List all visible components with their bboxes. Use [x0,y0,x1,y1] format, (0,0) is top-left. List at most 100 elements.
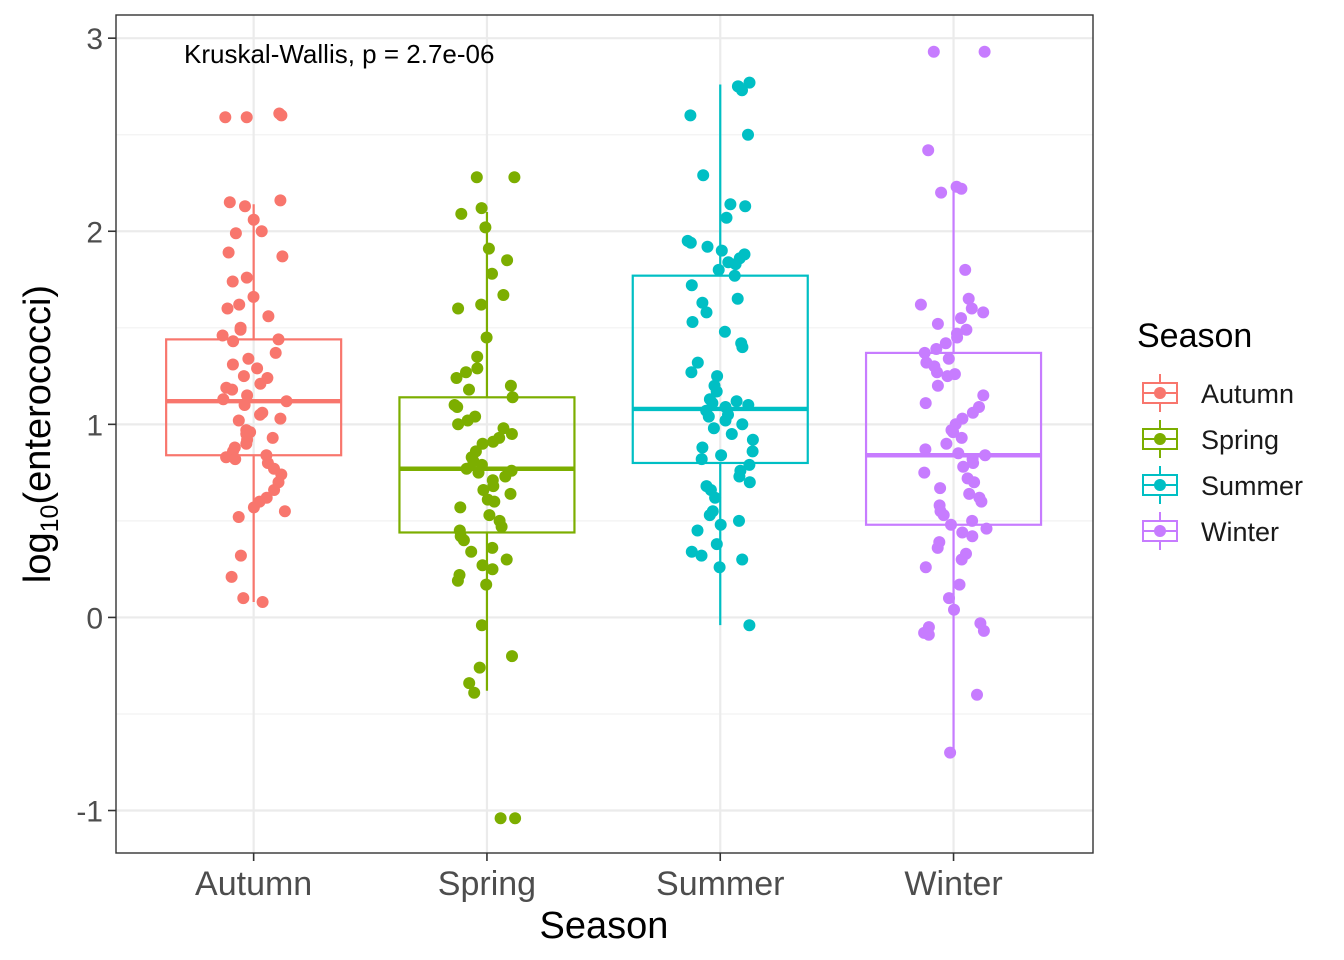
legend-title: Season [1137,317,1252,355]
data-point [945,518,957,531]
data-point [931,317,944,330]
data-point [980,522,993,535]
data-point [931,366,943,379]
data-point [233,298,246,311]
data-point [939,337,952,350]
data-point [948,603,960,616]
data-point [953,578,966,591]
data-point [746,445,759,458]
data-point [227,335,240,348]
data-point [937,509,950,522]
legend-key-summer [1142,466,1178,504]
data-point [685,366,698,379]
data-point [729,258,742,271]
data-point [975,495,988,508]
legend-label-summer: Summer [1201,471,1303,501]
data-point [718,325,731,338]
legend-key-autumn [1142,374,1178,412]
data-point [272,333,285,346]
y-tick-label: 0 [86,602,103,635]
data-point [919,443,932,456]
data-point [979,449,992,462]
data-point [455,207,468,220]
data-point [460,366,472,379]
points-winter [914,45,993,759]
legend-key-point [1154,387,1166,399]
data-point [922,628,935,641]
data-point [240,437,253,450]
data-point [480,578,493,591]
data-point [971,688,983,701]
data-point [254,377,267,390]
data-point [697,169,710,182]
data-point [919,397,932,410]
data-point [743,76,756,89]
data-point [742,399,755,411]
data-point [968,476,981,489]
data-point [720,211,733,224]
data-point [486,563,499,576]
box-spring [398,211,576,691]
data-point [931,541,944,554]
data-point [473,661,486,674]
data-point [229,227,242,240]
data-point [696,441,709,454]
data-point [952,447,965,460]
data-point [710,538,723,551]
data-point [471,362,484,375]
data-point [234,549,247,562]
data-point [488,495,501,508]
data-point [463,383,475,396]
x-tick-label: Autumn [195,865,312,903]
points-autumn [216,107,293,608]
data-point [217,393,230,406]
data-point [700,306,713,319]
data-point [715,449,728,462]
y-tick-label: -1 [76,796,103,829]
data-point [959,263,972,276]
data-point [475,619,488,632]
data-point [475,298,488,311]
data-point [452,302,465,315]
data-point [465,545,478,558]
data-point [942,352,955,365]
data-point [241,389,254,402]
data-point [733,470,746,483]
data-point [686,316,699,328]
y-axis: -1 0 1 2 3 [76,23,116,829]
legend-key-point [1154,433,1166,445]
data-point [506,391,519,404]
data-point [922,144,935,157]
data-point [274,194,287,207]
data-point [221,302,234,315]
data-point [475,202,488,215]
data-point [739,200,752,213]
data-point [934,482,947,495]
x-tick-label: Spring [438,865,536,903]
data-point [685,279,698,292]
data-point [684,236,697,249]
panel-background [116,15,1093,853]
box-iqr [398,396,576,534]
points-spring [448,171,522,825]
data-point [268,484,281,496]
data-point [506,650,518,663]
data-point [702,410,715,423]
data-point [696,296,709,309]
x-axis: Autumn Spring Summer Winter [195,853,1003,903]
data-point [226,358,239,371]
data-point [691,356,704,369]
data-point [918,466,931,479]
data-point [695,453,708,466]
data-point [468,686,481,699]
data-point [451,401,464,413]
data-point [955,553,968,566]
data-point [247,213,260,226]
legend-label-autumn: Autumn [1201,379,1294,409]
y-tick-label: 3 [86,23,103,56]
data-point [229,453,242,466]
data-point [483,509,496,522]
data-point [715,244,728,257]
data-point [472,466,485,479]
data-point [470,171,483,184]
